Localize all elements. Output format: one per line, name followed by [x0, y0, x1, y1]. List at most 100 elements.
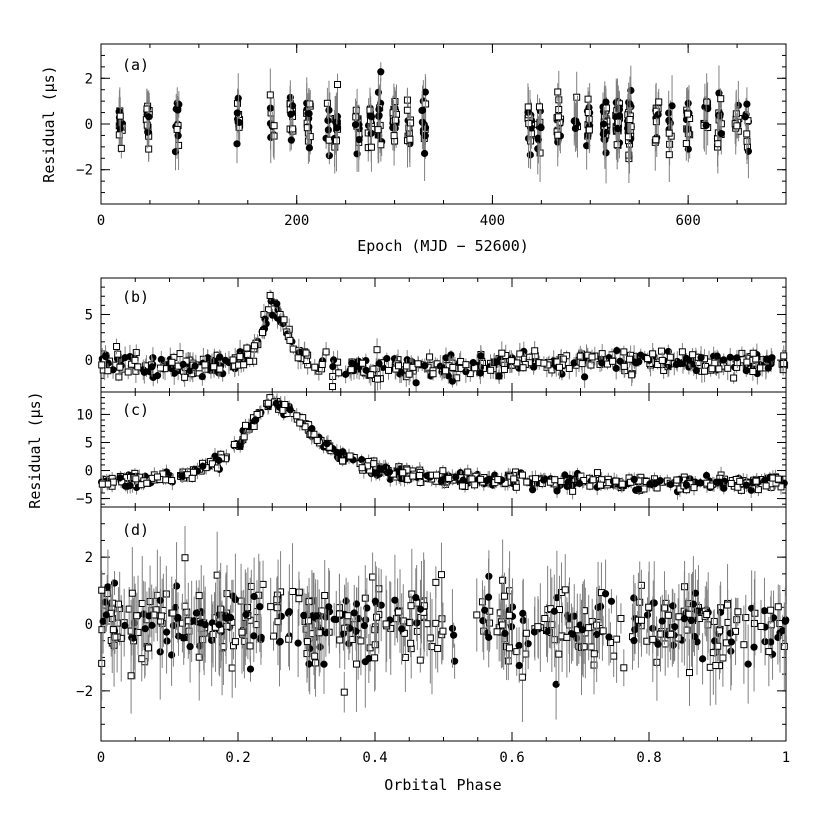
data-point-filled: [501, 629, 509, 638]
data-point-open: [295, 595, 303, 603]
data-point-open: [743, 358, 751, 366]
data-point-open: [405, 370, 413, 378]
data-point-open: [555, 363, 563, 371]
data-point-filled: [199, 462, 207, 470]
data-point-open: [384, 366, 392, 374]
data-point-filled: [421, 362, 429, 370]
data-point-open: [392, 615, 400, 623]
data-point-open: [585, 624, 593, 632]
data-point-open: [618, 480, 626, 488]
data-point-open: [228, 664, 236, 672]
data-point-open: [146, 597, 154, 605]
data-point-open: [507, 357, 515, 365]
data-point-filled: [198, 372, 206, 381]
data-point-open: [690, 484, 698, 492]
data-point-open: [752, 477, 760, 485]
data-point-open: [367, 143, 375, 151]
data-point-open: [98, 586, 106, 594]
data-point-open: [124, 368, 132, 376]
y-tick-label: 2: [85, 550, 93, 566]
data-point-open: [339, 457, 347, 465]
data-point-filled: [769, 614, 778, 622]
y-tick-label: 0: [85, 464, 93, 480]
data-point-filled: [696, 479, 704, 487]
data-point-filled: [571, 124, 580, 133]
data-point-filled: [308, 424, 316, 433]
data-point-filled: [668, 102, 676, 110]
data-point-open: [580, 643, 588, 651]
data-point-open: [116, 363, 124, 371]
data-point-open: [210, 363, 218, 371]
data-point-filled: [358, 456, 366, 464]
data-point-filled: [524, 640, 532, 648]
data-point-open: [216, 365, 224, 373]
data-point-open: [712, 662, 720, 670]
data-point-filled: [658, 617, 666, 625]
data-point-filled: [727, 638, 736, 646]
data-point-filled: [689, 600, 697, 608]
data-point-open: [477, 475, 485, 483]
data-point-filled: [140, 368, 148, 376]
data-point-open: [264, 399, 272, 407]
data-point-open: [181, 373, 189, 381]
data-point-filled: [99, 617, 107, 625]
data-point-filled: [174, 613, 182, 622]
data-point-filled: [418, 106, 427, 114]
data-point-open: [132, 349, 140, 357]
data-point-filled: [540, 476, 548, 484]
data-point-open: [373, 613, 381, 621]
data-point-filled: [651, 479, 659, 488]
data-point-open: [390, 132, 398, 140]
data-point-open: [302, 349, 310, 357]
data-point-filled: [215, 621, 223, 629]
data-point-open: [401, 653, 409, 661]
data-point-open: [153, 473, 161, 481]
data-point-open: [569, 487, 577, 495]
panel-c-tag: (c): [122, 401, 149, 419]
panel-d: (d) −2 0 2 0 0.2 0.4 0.6 0.8 1 Orbital Phase: [76, 506, 790, 794]
data-point-filled: [643, 611, 652, 619]
data-point-filled: [671, 623, 679, 631]
data-point-open: [734, 608, 742, 616]
data-point-filled: [702, 121, 710, 129]
data-point-filled: [605, 633, 613, 641]
data-point-open: [423, 620, 431, 628]
data-point-filled: [682, 481, 691, 489]
data-point-filled: [320, 660, 328, 668]
data-point-open: [749, 367, 757, 375]
data-point-open: [620, 362, 628, 370]
data-point-filled: [741, 113, 749, 121]
data-point-open: [554, 131, 562, 139]
data-point-open: [613, 141, 621, 149]
data-point-open: [114, 600, 122, 608]
data-point-filled: [288, 102, 297, 110]
data-point-open: [686, 669, 694, 677]
data-point-open: [296, 419, 304, 427]
data-point-filled: [519, 616, 527, 625]
panel-d-xlabel: Orbital Phase: [384, 776, 501, 794]
data-point-open: [409, 472, 417, 480]
panel-a-tag: (a): [122, 56, 149, 74]
data-point-open: [150, 611, 158, 619]
panel-a-xlabel: Epoch (MJD − 52600): [357, 237, 529, 255]
data-point-open: [578, 360, 586, 368]
data-point-filled: [350, 609, 358, 617]
data-point-open: [426, 353, 434, 361]
data-point-open: [143, 479, 151, 487]
data-point-open: [413, 627, 421, 635]
data-point-open: [293, 412, 301, 420]
data-point-filled: [397, 368, 405, 376]
data-point-open: [445, 474, 453, 482]
data-point-filled: [273, 300, 281, 308]
data-point-open: [127, 672, 135, 680]
y-tick-label: −2: [76, 684, 93, 700]
data-point-filled: [363, 604, 371, 612]
data-point-filled: [305, 109, 313, 118]
data-point-open: [358, 464, 366, 472]
data-point-filled: [607, 597, 616, 605]
panel-a-ticks: −2 0 2 0 200 400 600: [76, 43, 787, 229]
data-point-open: [131, 356, 139, 364]
data-point-open: [534, 623, 542, 631]
data-point-open: [624, 133, 632, 141]
data-point-filled: [169, 621, 178, 630]
